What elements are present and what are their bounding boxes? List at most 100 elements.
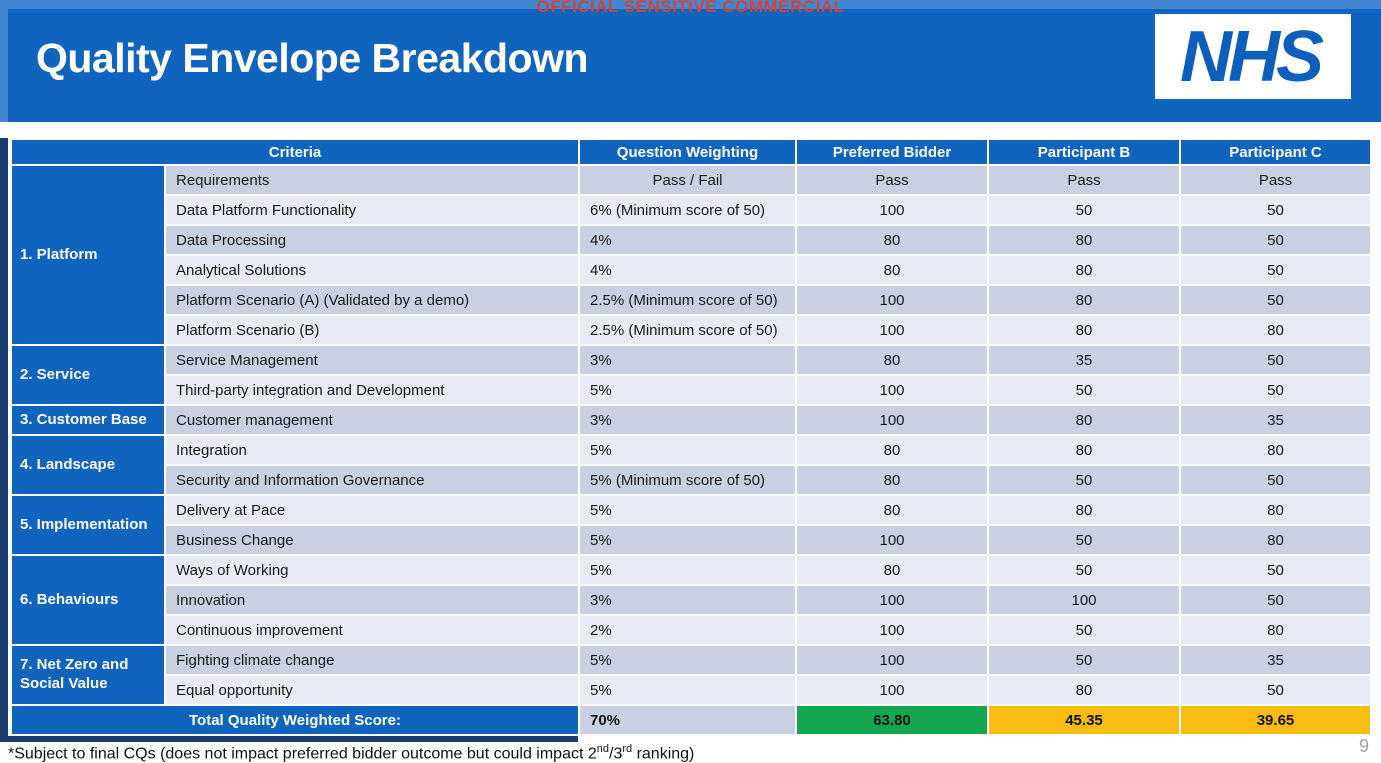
participant-c-cell: 50 [1181, 376, 1370, 404]
participant-c-cell: 50 [1181, 226, 1370, 254]
weighting-cell: 5% (Minimum score of 50) [580, 466, 795, 494]
participant-b-cell: 35 [989, 346, 1179, 374]
table-row: 4. Landscape Integration 5% 80 80 80 [12, 436, 1370, 494]
participant-c-cell: 50 [1181, 586, 1370, 614]
preferred-bidder-cell: 100 [797, 676, 987, 704]
weighting-cell: 5% [580, 496, 795, 524]
preferred-bidder-cell: 100 [797, 376, 987, 404]
criterion-cell: Delivery at Pace [166, 496, 578, 524]
preferred-bidder-cell: 80 [797, 496, 987, 524]
participant-b-cell: 80 [989, 496, 1179, 524]
footnote-text: /3 [609, 745, 623, 763]
participant-c-cell: 50 [1181, 256, 1370, 284]
participant-c-cell: 50 [1181, 676, 1370, 704]
category-cell: 3. Customer Base [12, 406, 164, 434]
participant-b-cell: 80 [989, 406, 1179, 434]
weighting-cell: 4% [580, 226, 795, 254]
weighting-cell: 5% [580, 526, 795, 554]
participant-b-cell: 50 [989, 196, 1179, 224]
participant-c-cell: 35 [1181, 406, 1370, 434]
preferred-bidder-cell: Pass [797, 166, 987, 194]
table-row: 7. Net Zero and Social Value Fighting cli… [12, 646, 1370, 704]
participant-c-cell: 50 [1181, 196, 1370, 224]
criterion-cell: Business Change [166, 526, 578, 554]
weighting-cell: 5% [580, 376, 795, 404]
criterion-cell: Fighting climate change [166, 646, 578, 674]
weighting-cell: 5% [580, 556, 795, 584]
page-title: Quality Envelope Breakdown [36, 35, 589, 81]
table-row: 2. Service Service Management 3% 80 35 50 [12, 346, 1370, 404]
column-header-question-weighting: Question Weighting [580, 140, 795, 164]
total-score-preferred-bidder: 63.80 [797, 706, 987, 734]
total-row: Total Quality Weighted Score: 70% 63.80 … [12, 706, 1370, 734]
preferred-bidder-cell: 80 [797, 256, 987, 284]
criterion-cell: Data Processing [166, 226, 578, 254]
nhs-logo: NHS [1155, 14, 1351, 99]
table-bottom-border [0, 736, 578, 742]
participant-c-cell: 50 [1181, 556, 1370, 584]
participant-c-cell: 80 [1181, 526, 1370, 554]
quality-table: Criteria Question Weighting Preferred Bi… [10, 138, 1372, 736]
preferred-bidder-cell: 80 [797, 226, 987, 254]
participant-b-cell: 50 [989, 646, 1179, 674]
criterion-cell: Innovation [166, 586, 578, 614]
criterion-cell: Equal opportunity [166, 676, 578, 704]
preferred-bidder-cell: 100 [797, 616, 987, 644]
participant-b-cell: 100 [989, 586, 1179, 614]
column-header-participant-b: Participant B [989, 140, 1179, 164]
weighting-cell: 2.5% (Minimum score of 50) [580, 316, 795, 344]
page-number: 9 [1358, 736, 1369, 756]
column-header-participant-c: Participant C [1181, 140, 1370, 164]
total-weighting: 70% [580, 706, 795, 734]
participant-b-cell: 50 [989, 376, 1179, 404]
table-row: Security and Information Governance 5% (M… [12, 466, 1370, 494]
table-row: Platform Scenario (A) (Validated by a de… [12, 286, 1370, 314]
participant-c-cell: 50 [1181, 286, 1370, 314]
preferred-bidder-cell: 100 [797, 646, 987, 674]
participant-b-cell: 50 [989, 616, 1179, 644]
weighting-cell: 2.5% (Minimum score of 50) [580, 286, 795, 314]
criterion-cell: Data Platform Functionality [166, 196, 578, 224]
criterion-cell: Continuous improvement [166, 616, 578, 644]
total-score-participant-c: 39.65 [1181, 706, 1370, 734]
preferred-bidder-cell: 100 [797, 316, 987, 344]
participant-c-cell: 80 [1181, 616, 1370, 644]
table-row: Platform Scenario (B) 2.5% (Minimum score… [12, 316, 1370, 344]
table-row: 6. Behaviours Ways of Working 5% 80 50 50 [12, 556, 1370, 644]
category-cell: 7. Net Zero and Social Value [12, 646, 164, 704]
footnote-text: *Subject to final CQs (does not impact p… [8, 745, 597, 763]
weighting-cell: 5% [580, 676, 795, 704]
criterion-cell: Service Management [166, 346, 578, 374]
criterion-cell: Security and Information Governance [166, 466, 578, 494]
criterion-cell: Requirements [166, 166, 578, 194]
criterion-cell: Customer management [166, 406, 578, 434]
participant-b-cell: 80 [989, 226, 1179, 254]
quality-table-zone: Criteria Question Weighting Preferred Bi… [0, 138, 1372, 742]
weighting-cell: 3% [580, 406, 795, 434]
table-row: Equal opportunity 5% 100 80 50 [12, 676, 1370, 704]
preferred-bidder-cell: 80 [797, 346, 987, 374]
participant-b-cell: Pass [989, 166, 1179, 194]
table-row: Analytical Solutions 4% 80 80 50 [12, 256, 1370, 284]
weighting-cell: 6% (Minimum score of 50) [580, 196, 795, 224]
table-row: Data Platform Functionality 6% (Minimum s… [12, 196, 1370, 224]
category-cell: 2. Service [12, 346, 164, 404]
participant-b-cell: 80 [989, 316, 1179, 344]
table-row: Data Processing 4% 80 80 50 [12, 226, 1370, 254]
criterion-cell: Integration [166, 436, 578, 464]
preferred-bidder-cell: 80 [797, 466, 987, 494]
criterion-cell: Third-party integration and Development [166, 376, 578, 404]
preferred-bidder-cell: 100 [797, 286, 987, 314]
footnote-superscript-nd: nd [596, 743, 609, 755]
criterion-cell: Ways of Working [166, 556, 578, 584]
category-cell: 5. Implementation [12, 496, 164, 554]
participant-c-cell: 80 [1181, 496, 1370, 524]
category-cell: 4. Landscape [12, 436, 164, 494]
table-row: 1. Platform Requirements Pass / Fail Pass Pa… [12, 166, 1370, 344]
weighting-cell: 2% [580, 616, 795, 644]
participant-b-cell: 80 [989, 286, 1179, 314]
participant-b-cell: 80 [989, 676, 1179, 704]
nhs-logo-text: NHS [1179, 16, 1324, 97]
table-row: Innovation 3% 100 100 50 [12, 586, 1370, 614]
table-row: Business Change 5% 100 50 80 [12, 526, 1370, 554]
